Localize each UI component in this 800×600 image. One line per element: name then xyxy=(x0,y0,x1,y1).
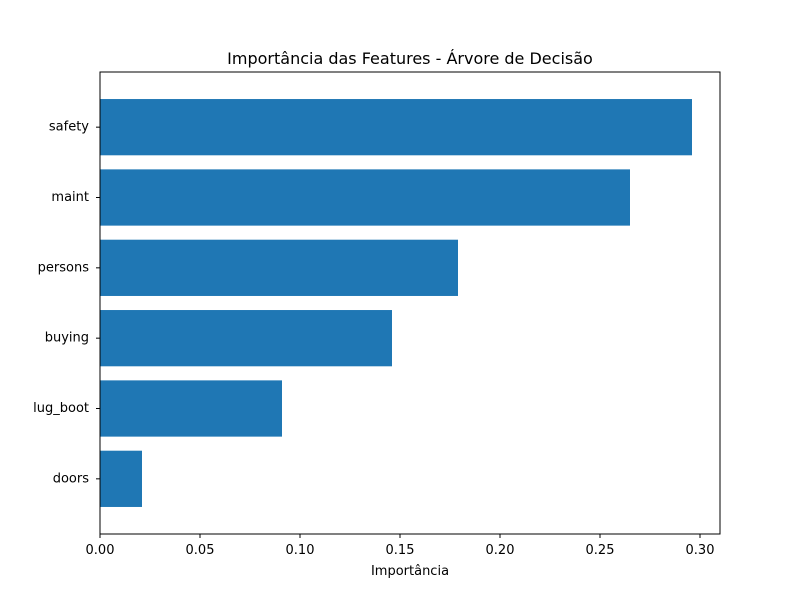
x-tick-label: 0.05 xyxy=(186,543,215,558)
x-tick-label: 0.30 xyxy=(686,543,715,558)
bar-lug_boot xyxy=(100,380,282,437)
x-tick-label: 0.20 xyxy=(486,543,515,558)
x-axis-ticks: 0.00 0.05 0.10 0.15 0.20 0.25 0.30 xyxy=(86,534,715,558)
x-tick-label: 0.25 xyxy=(586,543,615,558)
bar-buying xyxy=(100,310,392,367)
bar-persons xyxy=(100,239,458,296)
x-tick-label: 0.15 xyxy=(386,543,415,558)
bar-safety xyxy=(100,99,692,156)
y-tick-label: lug_boot xyxy=(33,401,89,416)
chart-title: Importância das Features - Árvore de Dec… xyxy=(227,49,593,68)
x-tick-label: 0.10 xyxy=(286,543,315,558)
plot-frame xyxy=(99,71,721,535)
x-tick-label: 0.00 xyxy=(86,543,115,558)
x-axis-label: Importância xyxy=(371,564,449,579)
y-tick-label: persons xyxy=(38,260,90,275)
bars-layer xyxy=(100,99,692,507)
bar-doors xyxy=(100,450,142,507)
y-tick-label: safety xyxy=(49,120,89,135)
y-tick-label: maint xyxy=(51,190,89,205)
y-tick-label: buying xyxy=(45,331,89,346)
bar-maint xyxy=(100,169,630,226)
y-tick-label: doors xyxy=(53,471,90,486)
